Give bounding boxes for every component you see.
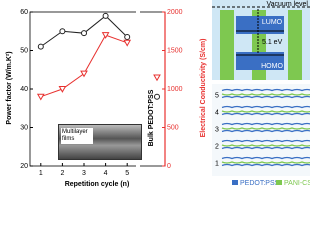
layer-wave — [221, 127, 310, 130]
x-tick-label: 2 — [60, 170, 64, 177]
layer-wave — [221, 144, 310, 147]
point — [58, 86, 67, 93]
layer-wave — [221, 163, 310, 167]
x-tick-label: 5 — [125, 170, 129, 177]
x-tick-label: 4 — [104, 170, 108, 177]
layer-wave — [221, 122, 310, 126]
layer-number: 3 — [215, 126, 219, 133]
axis-break — [136, 9, 140, 15]
y-tick-label: 60 — [20, 9, 28, 16]
y2-tick-label: 500 — [167, 124, 179, 131]
axis-break — [136, 163, 140, 169]
point — [80, 70, 88, 78]
layer-wave — [221, 129, 310, 133]
column — [220, 10, 234, 80]
homo-box — [236, 52, 284, 70]
y-axis-title: Power factor (W/m.K²) — [6, 51, 13, 124]
layer-number: 4 — [215, 109, 219, 116]
vacuum-label: Vacuum level — [266, 1, 308, 8]
layer-wave — [221, 105, 310, 109]
legend-label: PANI-CSA — [284, 180, 310, 187]
series-line — [40, 34, 128, 98]
bulk-point — [153, 74, 161, 82]
layer-wave — [221, 110, 310, 113]
layer-wave — [221, 88, 310, 92]
layer-wave — [221, 93, 310, 96]
layer-number: 5 — [215, 92, 219, 99]
y2-axis-title: Electrical Conductivity (S/cm) — [200, 39, 207, 138]
y2-tick-label: 1000 — [167, 86, 183, 93]
bulk-point — [154, 93, 160, 100]
point — [124, 34, 131, 41]
point — [123, 39, 132, 47]
column — [288, 10, 302, 80]
homo-label: HOMO — [261, 63, 283, 70]
layer-wave — [221, 161, 310, 164]
page: Power factor (W/m.K²) Electrical Conduct… — [5, 0, 310, 188]
layer-diagram: 1 2 3 4 5 PEDOT:PSS PANI-CSA — [212, 84, 310, 187]
inset-label: Multilayer films — [61, 128, 93, 144]
point — [102, 12, 109, 19]
legend-label: PEDOT:PSS — [240, 180, 280, 187]
bulk-label: Bulk PEDOT:PSS — [148, 89, 155, 146]
layer-wave — [221, 156, 310, 160]
lumo-box — [236, 16, 284, 34]
layer-wave — [221, 139, 310, 143]
layer-wave — [221, 95, 310, 99]
layer-wave — [221, 112, 310, 116]
y2-tick-label: 1500 — [167, 47, 183, 54]
y-tick-label: 30 — [20, 124, 28, 131]
layer-number: 2 — [215, 143, 219, 150]
y-tick-label: 50 — [20, 47, 28, 54]
figure: Power factor (W/m.K²) Electrical Conduct… — [6, 0, 310, 188]
point — [81, 30, 87, 37]
layer-wave — [221, 146, 310, 150]
point — [101, 32, 110, 39]
y-tick-label: 20 — [20, 163, 28, 170]
lumo-label: LUMO — [262, 19, 283, 26]
layer-number: 1 — [215, 160, 219, 167]
legend-swatch — [232, 180, 238, 185]
inset-image: Multilayer films — [58, 124, 142, 160]
point — [37, 43, 44, 50]
x-axis-title: Repetition cycle (n) — [65, 181, 130, 188]
y-tick-label: 40 — [20, 86, 28, 93]
gap-label: 5.1 eV — [262, 39, 283, 46]
y2-tick-label: 2000 — [167, 9, 183, 16]
point — [59, 28, 66, 35]
legend-swatch — [276, 180, 282, 185]
point — [36, 93, 45, 101]
x-tick-label: 3 — [82, 170, 86, 177]
y2-tick-label: 0 — [167, 163, 171, 170]
band-diagram: Vacuum level LUMO HOMO 5.1 eV — [212, 0, 310, 80]
x-tick-label: 1 — [39, 170, 43, 177]
